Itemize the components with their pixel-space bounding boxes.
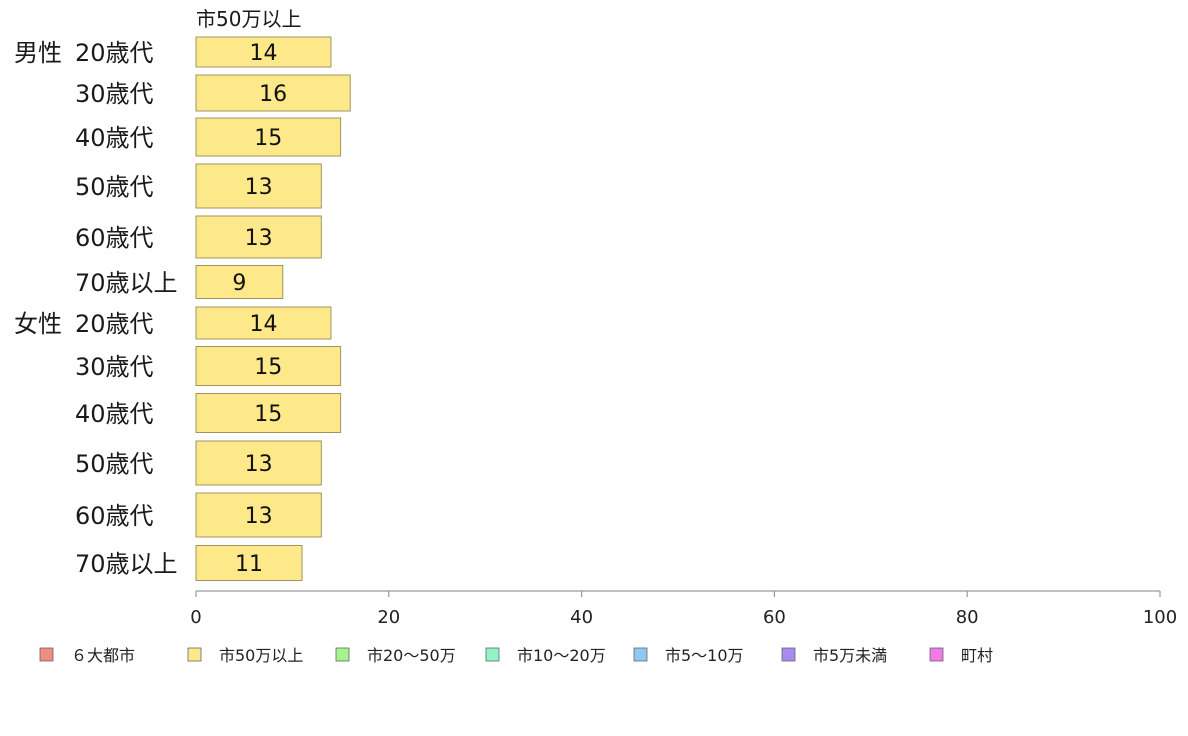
category-label: 20歳代	[75, 39, 154, 67]
bar-value-label: 13	[245, 504, 273, 529]
bar-value-label: 15	[254, 402, 282, 427]
bar	[195, 36, 332, 68]
series-header-label: 市50万以上	[196, 7, 301, 31]
bar-value-label: 9	[232, 271, 246, 296]
bar	[195, 306, 332, 340]
x-tick-label: 20	[377, 607, 400, 628]
bar	[195, 440, 322, 486]
legend-label: ６大都市	[71, 646, 135, 665]
category-label: 60歳代	[75, 502, 154, 530]
legend-swatch	[187, 647, 202, 662]
group-label: 女性	[14, 310, 62, 338]
legend-swatch	[633, 647, 648, 662]
group-label: 男性	[14, 39, 62, 67]
bar-value-label: 16	[259, 82, 287, 107]
category-label: 30歳代	[75, 80, 154, 108]
category-label: 40歳代	[75, 400, 154, 428]
category-label: 50歳代	[75, 450, 154, 478]
legend: ６大都市 市50万以上 市20～50万 市10～20万 市5～10万 市5万未満 町村	[39, 646, 993, 665]
legend-label: 町村	[961, 646, 993, 665]
legend-swatch	[39, 647, 54, 662]
x-tick-label: 60	[763, 607, 786, 628]
bar	[195, 346, 342, 386]
category-label: 50歳代	[75, 173, 154, 201]
bar-value-label: 11	[235, 552, 263, 577]
legend-label: 市50万以上	[219, 646, 303, 665]
legend-label: 市20～50万	[367, 646, 456, 665]
category-label: 60歳代	[75, 224, 154, 252]
bar	[195, 117, 342, 157]
legend-label: 市10～20万	[517, 646, 606, 665]
bar	[195, 393, 342, 433]
category-label: 70歳以上	[75, 550, 178, 578]
category-label: 70歳以上	[75, 269, 178, 297]
x-tick-label: 100	[1143, 607, 1177, 628]
legend-swatch	[781, 647, 796, 662]
bar-value-label: 15	[254, 355, 282, 380]
bar-value-label: 13	[245, 452, 273, 477]
category-label: 30歳代	[75, 353, 154, 381]
bar-value-label: 15	[254, 126, 282, 151]
bar	[195, 265, 284, 299]
category-labels: 20歳代 30歳代 40歳代 50歳代 60歳代 70歳以上 20歳代 30歳代 40歳代 50歳…	[75, 39, 178, 578]
bar-value-label: 14	[249, 312, 277, 337]
x-tick-label: 80	[956, 607, 979, 628]
category-label: 20歳代	[75, 310, 154, 338]
legend-swatch	[485, 647, 500, 662]
category-label: 40歳代	[75, 124, 154, 152]
bar-value-label: 13	[245, 226, 273, 251]
bars	[195, 36, 351, 581]
legend-swatch	[335, 647, 350, 662]
legend-label: 市5～10万	[665, 646, 744, 665]
legend-label: 市5万未満	[813, 646, 887, 665]
bar	[195, 74, 351, 112]
bar	[195, 545, 303, 581]
bar-value-label: 14	[249, 41, 277, 66]
legend-swatch	[929, 647, 944, 662]
x-tick-label: 0	[190, 607, 201, 628]
bar-value-label: 13	[245, 175, 273, 200]
bar	[195, 492, 322, 538]
x-axis-ticks: 0 20 40 60 80 100	[190, 591, 1177, 628]
bar	[195, 163, 322, 209]
bar	[195, 215, 322, 259]
x-tick-label: 40	[570, 607, 593, 628]
